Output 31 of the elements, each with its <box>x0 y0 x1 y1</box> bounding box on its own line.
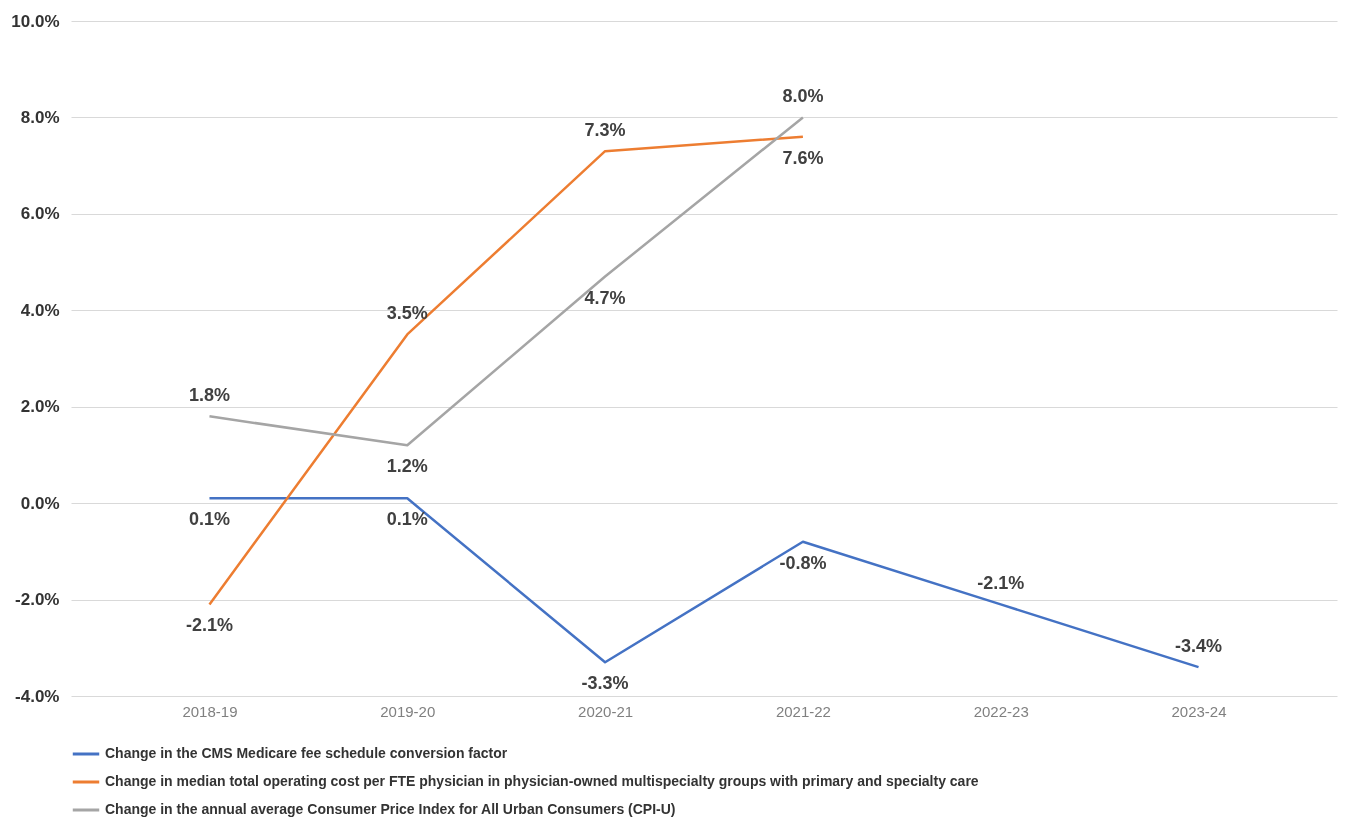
data-label: 4.7% <box>584 287 626 308</box>
y-tick-label: 6.0% <box>20 204 60 224</box>
data-label: 7.6% <box>782 147 824 168</box>
data-label: -2.1% <box>977 573 1025 594</box>
data-label: 7.3% <box>584 120 626 141</box>
y-tick-label: 0.0% <box>20 493 60 513</box>
x-tick-label: 2020-21 <box>578 702 634 720</box>
x-tick-label: 2022-23 <box>973 702 1029 720</box>
legend-label: Change in the annual average Consumer Price Index for All Urban Consumers (CPI-U) <box>105 801 676 817</box>
legend-label: Change in the CMS Medicare fee schedule conversion factor <box>105 745 508 761</box>
data-label: 3.5% <box>386 303 428 324</box>
data-label: 0.1% <box>386 509 428 530</box>
data-label: -3.3% <box>581 673 629 694</box>
legend-label: Change in median total operating cost per FTE physician in physician-owned multispecialty groups with primary and specialty care <box>105 773 979 789</box>
x-tick-label: 2021-22 <box>775 702 831 720</box>
y-tick-label: 2.0% <box>20 397 60 417</box>
x-tick-label: 2018-19 <box>182 702 238 720</box>
data-label: -0.8% <box>779 552 827 573</box>
data-label: 1.2% <box>386 456 428 477</box>
data-label: -3.4% <box>1175 636 1223 657</box>
x-tick-label: 2023-24 <box>1171 702 1227 720</box>
y-tick-label: -4.0% <box>15 686 60 706</box>
y-tick-label: 10.0% <box>11 11 60 31</box>
y-tick-label: -2.0% <box>15 590 60 610</box>
y-tick-label: 4.0% <box>20 300 60 320</box>
x-tick-label: 2019-20 <box>380 702 436 720</box>
data-label: 1.8% <box>188 385 230 406</box>
data-label: 0.1% <box>188 509 230 530</box>
y-tick-label: 8.0% <box>20 107 60 127</box>
data-label: 8.0% <box>782 86 824 107</box>
data-label: -2.1% <box>185 615 233 636</box>
